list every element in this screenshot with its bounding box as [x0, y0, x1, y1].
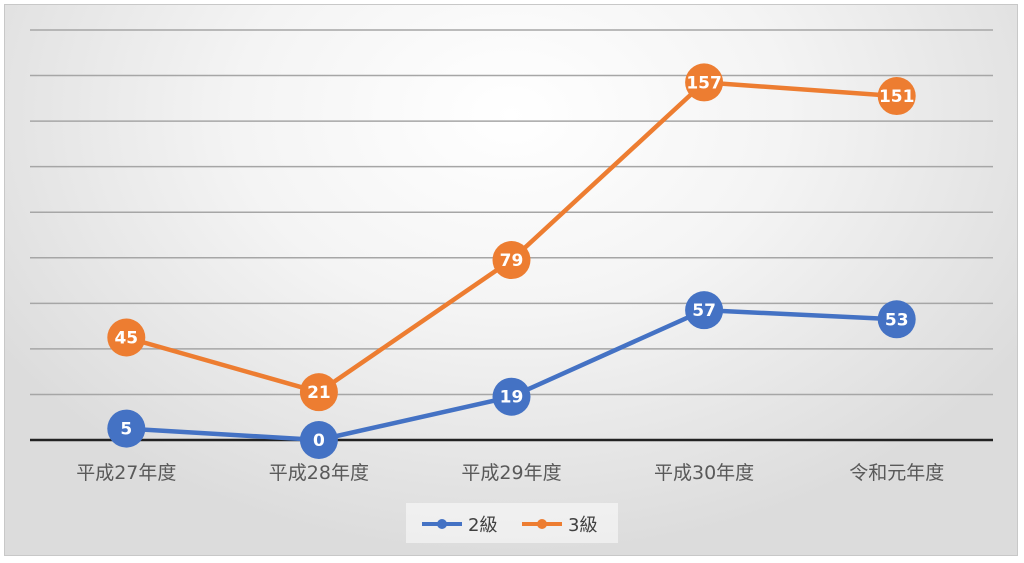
data-point — [107, 409, 146, 448]
data-label: 53 — [885, 310, 909, 330]
legend-marker — [537, 519, 547, 529]
data-point — [299, 373, 338, 412]
data-point — [107, 318, 146, 357]
data-label: 151 — [879, 87, 915, 107]
data-label: 57 — [692, 301, 716, 321]
series-line — [125, 80, 897, 395]
x-tick-label: 平成30年度 — [654, 462, 754, 484]
data-point — [492, 377, 531, 416]
data-label: 45 — [114, 329, 138, 349]
data-label: 5 — [120, 420, 132, 440]
legend-label: 2級 — [468, 515, 497, 536]
x-tick-labels: 平成27年度 平成28年度 平成29年度 平成30年度 令和元年度 — [76, 462, 944, 484]
data-point — [685, 291, 724, 330]
chart-area — [4, 4, 1018, 556]
x-tick-label: 令和元年度 — [849, 462, 944, 484]
data-label: 79 — [500, 251, 524, 271]
x-tick-label: 平成28年度 — [269, 462, 369, 484]
series-layer: 5 0 19 57 53 45 21 79 157 151 — [107, 63, 916, 459]
data-label: 0 — [313, 431, 325, 451]
x-tick-label: 平成29年度 — [461, 462, 561, 484]
x-tick-label: 平成27年度 — [76, 462, 176, 484]
data-point — [299, 421, 338, 459]
data-label: 21 — [307, 383, 331, 403]
data-label: 19 — [500, 388, 524, 408]
data-point — [492, 241, 531, 280]
legend: 2級 3級 — [406, 503, 618, 543]
data-point — [877, 300, 916, 339]
series-line — [126, 307, 897, 443]
legend-label: 3級 — [568, 515, 597, 536]
data-point — [685, 63, 724, 102]
legend-marker — [437, 519, 447, 529]
data-label: 157 — [686, 73, 722, 93]
gridlines — [30, 29, 993, 396]
data-point — [877, 77, 916, 116]
